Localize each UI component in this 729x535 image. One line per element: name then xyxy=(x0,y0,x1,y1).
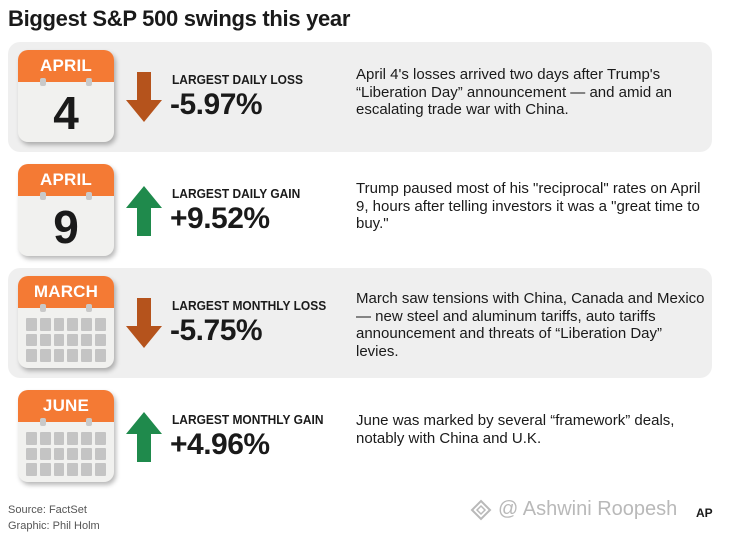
calendar-icon: MARCH xyxy=(18,276,114,368)
stat-value: +9.52% xyxy=(170,202,270,235)
watermark-text: @ Ashwini Roopesh xyxy=(498,498,678,520)
stat-value: -5.75% xyxy=(170,314,263,347)
swing-row-monthly-gain: JUNE LARGEST MONTHLY GAIN +4.96% June wa… xyxy=(8,382,712,492)
stat-description: March saw tensions with China, Canada an… xyxy=(356,290,705,360)
watermark: @ Ashwini Roopesh xyxy=(470,498,677,521)
calendar-day: 4 xyxy=(53,87,79,139)
ap-logo: AP xyxy=(696,506,713,520)
calendar-month: APRIL xyxy=(18,164,114,196)
stat-description: April 4's losses arrived two days after … xyxy=(356,66,673,118)
down-arrow-icon xyxy=(126,72,162,122)
calendar-grid xyxy=(26,432,106,476)
swing-row-daily-gain: APRIL 9 LARGEST DAILY GAIN +9.52% Trump … xyxy=(8,156,712,266)
calendar-month: APRIL xyxy=(18,50,114,82)
calendar-grid xyxy=(26,318,106,362)
stat-value: +4.96% xyxy=(170,428,270,461)
stat-description: June was marked by several “framework” d… xyxy=(356,412,675,447)
stat-label: LARGEST MONTHLY GAIN xyxy=(172,412,324,427)
up-arrow-icon xyxy=(126,186,162,236)
calendar-icon: APRIL 4 xyxy=(18,50,114,142)
up-arrow-icon xyxy=(126,412,162,462)
stat-label: LARGEST DAILY GAIN xyxy=(172,186,301,201)
calendar-icon: JUNE xyxy=(18,390,114,482)
page-title: Biggest S&P 500 swings this year xyxy=(8,6,351,31)
calendar-month: MARCH xyxy=(18,276,114,308)
stat-description: Trump paused most of his "reciprocal" ra… xyxy=(356,180,701,232)
swing-row-monthly-loss: MARCH LARGEST MONTHLY LOSS -5.75% March … xyxy=(8,268,712,378)
calendar-rings xyxy=(18,192,114,200)
calendar-icon: APRIL 9 xyxy=(18,164,114,256)
swing-row-daily-loss: APRIL 4 LARGEST DAILY LOSS -5.97% April … xyxy=(8,42,712,152)
graphic-credit-line: Graphic: Phil Holm xyxy=(8,520,100,532)
source-line: Source: FactSet xyxy=(8,504,87,516)
calendar-day: 9 xyxy=(53,201,79,253)
stat-value: -5.97% xyxy=(170,88,263,121)
calendar-month: JUNE xyxy=(18,390,114,422)
source-credit: Source: FactSet Graphic: Phil Holm xyxy=(8,502,100,534)
calendar-rings xyxy=(18,78,114,86)
diamond-logo-icon xyxy=(470,499,492,520)
stat-label: LARGEST DAILY LOSS xyxy=(172,72,303,87)
down-arrow-icon xyxy=(126,298,162,348)
calendar-rings xyxy=(18,304,114,312)
stat-label: LARGEST MONTHLY LOSS xyxy=(172,298,327,313)
calendar-rings xyxy=(18,418,114,426)
